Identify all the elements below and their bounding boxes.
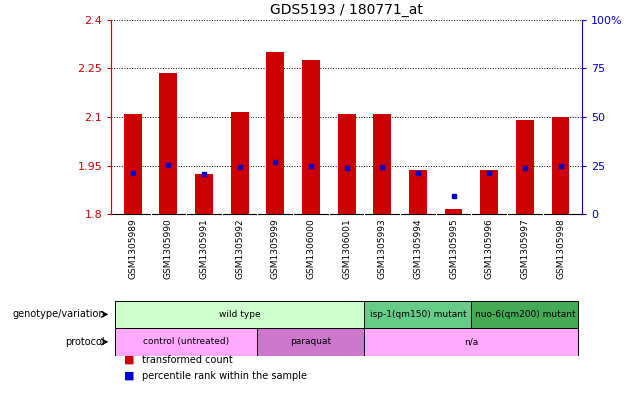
Text: GSM1305992: GSM1305992 — [235, 219, 244, 279]
Text: GSM1306001: GSM1306001 — [342, 219, 351, 279]
Text: percentile rank within the sample: percentile rank within the sample — [142, 371, 307, 381]
Text: isp-1(qm150) mutant: isp-1(qm150) mutant — [370, 310, 466, 319]
Text: GSM1305998: GSM1305998 — [556, 219, 565, 279]
Text: ■: ■ — [124, 371, 135, 381]
Text: GSM1305989: GSM1305989 — [128, 219, 137, 279]
Text: GSM1305991: GSM1305991 — [200, 219, 209, 279]
Bar — [124, 114, 142, 214]
Bar — [445, 209, 462, 214]
Bar — [115, 301, 364, 328]
Bar — [480, 171, 498, 214]
Text: genotype/variation: genotype/variation — [12, 309, 105, 320]
Bar — [364, 328, 578, 356]
Bar — [258, 328, 364, 356]
Bar — [266, 52, 284, 214]
Text: paraquat: paraquat — [291, 338, 331, 346]
Bar — [338, 114, 356, 214]
Text: protocol: protocol — [66, 337, 105, 347]
Text: GSM1305997: GSM1305997 — [520, 219, 529, 279]
Bar — [373, 114, 391, 214]
Bar — [195, 174, 213, 214]
Text: n/a: n/a — [464, 338, 478, 346]
Text: control (untreated): control (untreated) — [143, 338, 229, 346]
Text: GSM1305993: GSM1305993 — [378, 219, 387, 279]
Text: GSM1306000: GSM1306000 — [307, 219, 315, 279]
Bar — [302, 60, 320, 214]
Bar — [551, 117, 569, 214]
Bar — [516, 120, 534, 214]
Text: ■: ■ — [124, 354, 135, 365]
Text: GSM1305999: GSM1305999 — [271, 219, 280, 279]
Text: GSM1305990: GSM1305990 — [164, 219, 173, 279]
Bar — [115, 328, 258, 356]
Bar — [409, 171, 427, 214]
Text: GSM1305995: GSM1305995 — [449, 219, 458, 279]
Bar — [471, 301, 578, 328]
Bar — [231, 112, 249, 214]
Title: GDS5193 / 180771_at: GDS5193 / 180771_at — [270, 3, 423, 17]
Bar — [160, 73, 177, 214]
Text: nuo-6(qm200) mutant: nuo-6(qm200) mutant — [474, 310, 575, 319]
Text: transformed count: transformed count — [142, 354, 233, 365]
Text: GSM1305994: GSM1305994 — [413, 219, 422, 279]
Bar — [364, 301, 471, 328]
Text: wild type: wild type — [219, 310, 261, 319]
Text: GSM1305996: GSM1305996 — [485, 219, 494, 279]
